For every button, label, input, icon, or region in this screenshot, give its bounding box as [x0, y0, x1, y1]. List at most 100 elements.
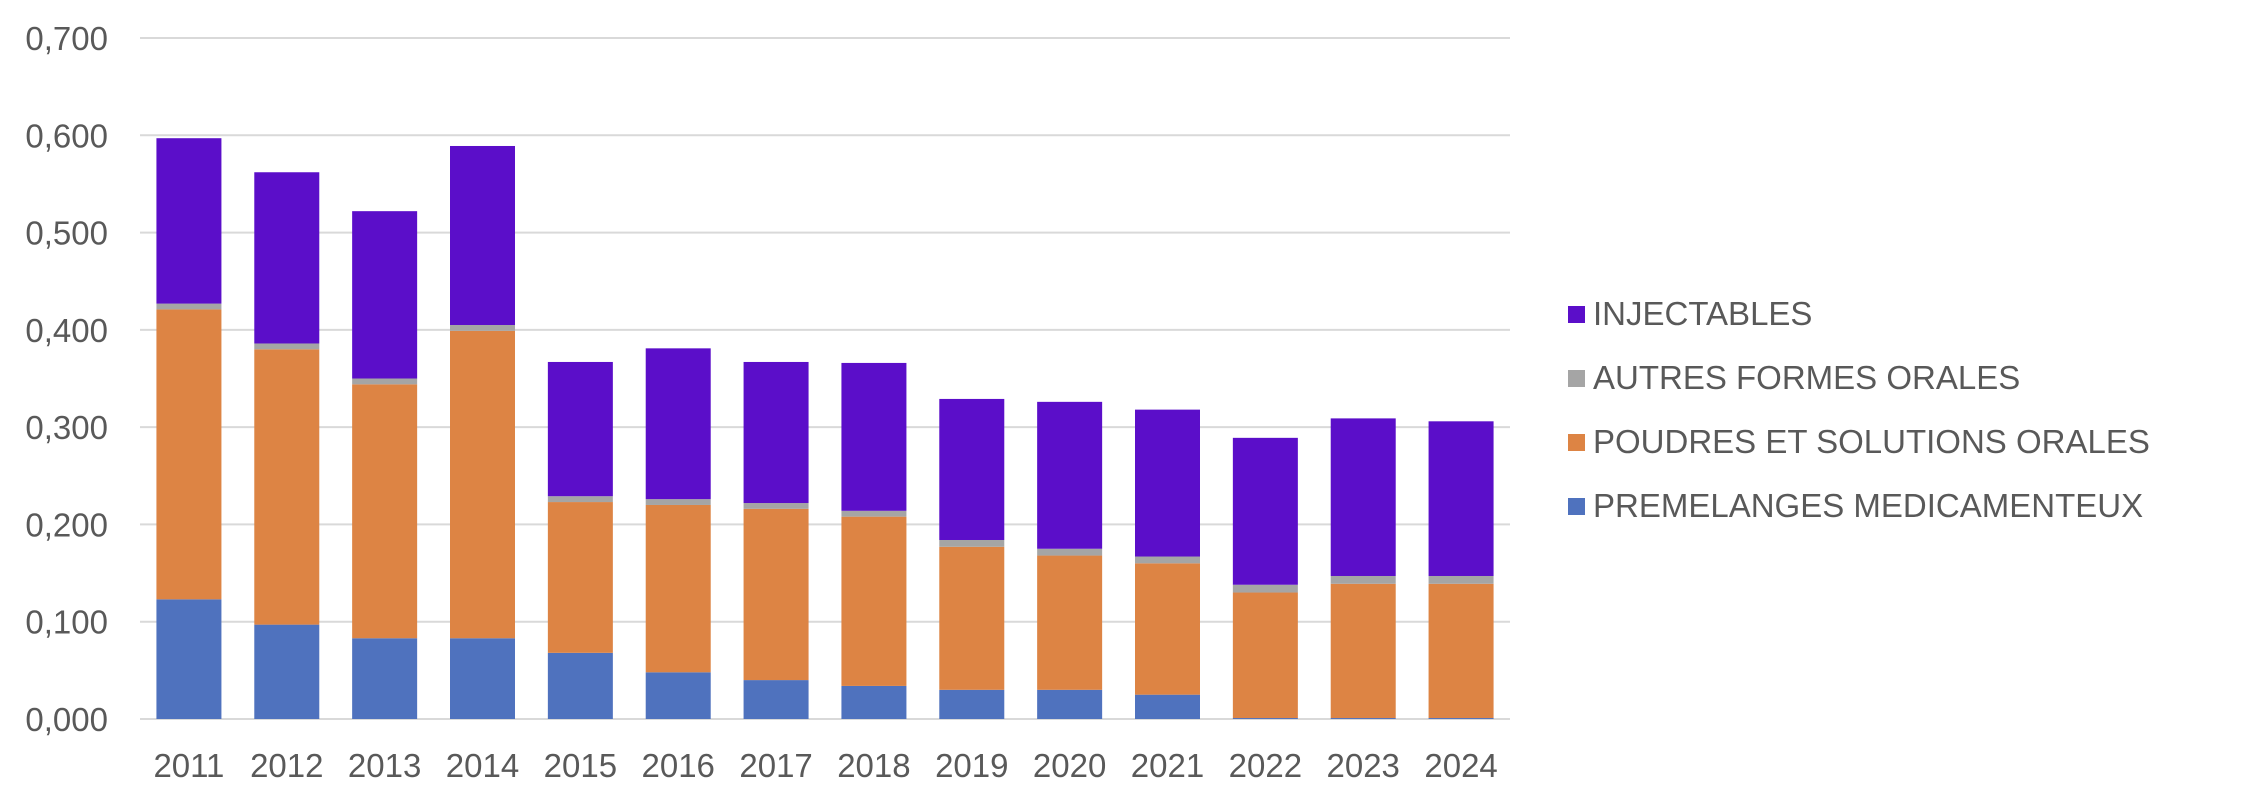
bar-stack-2023: [1330, 418, 1396, 719]
x-tick-label: 2019: [935, 747, 1008, 784]
x-tick-label: 2017: [739, 747, 812, 784]
legend-label: INJECTABLES: [1593, 295, 1813, 332]
bar-segment-injectables-2018: [841, 362, 907, 511]
bar-segment-autres-formes-orales-2024: [1428, 575, 1494, 584]
bar-segment-poudres-et-solutions-orales-2011: [156, 309, 222, 600]
bar-segment-injectables-2024: [1428, 421, 1494, 576]
legend-swatch: [1568, 369, 1585, 387]
bar-segment-autres-formes-orales-2012: [254, 343, 320, 350]
x-tick-label: 2024: [1424, 747, 1497, 784]
bar-segment-poudres-et-solutions-orales-2013: [352, 384, 418, 639]
legend: INJECTABLES AUTRES FORMES ORALES POUDRES E…: [1568, 282, 2150, 538]
bar-stack-2022: [1232, 437, 1298, 719]
bar-segment-autres-formes-orales-2021: [1135, 556, 1200, 564]
y-axis-ticks: 0,000 0,100 0,200 0,300 0,400 0,500 0,600 0,700: [25, 20, 108, 738]
bar-segment-injectables-2015: [547, 361, 613, 497]
bar-segment-autres-formes-orales-2016: [645, 499, 711, 505]
bar-segment-injectables-2016: [645, 348, 711, 500]
bar-segment-autres-formes-orales-2022: [1232, 584, 1298, 593]
bar-stack-2017: [743, 361, 809, 719]
bar-segment-autres-formes-orales-2017: [743, 503, 809, 509]
y-tick-label: 0,700: [25, 20, 108, 57]
bar-segment-poudres-et-solutions-orales-2018: [841, 516, 907, 686]
y-tick-label: 0,000: [25, 701, 108, 738]
bar-segment-poudres-et-solutions-orales-2015: [547, 502, 613, 653]
bar-segment-poudres-et-solutions-orales-2021: [1135, 563, 1200, 695]
bar-stack-2019: [939, 398, 1005, 719]
legend-label: AUTRES FORMES ORALES: [1593, 359, 2021, 396]
bar-segment-premelanges-medicamenteux-2016: [645, 672, 711, 719]
bar-segment-injectables-2012: [254, 172, 320, 344]
x-tick-label: 2015: [544, 747, 617, 784]
x-tick-label: 2016: [642, 747, 715, 784]
x-tick-label: 2013: [348, 747, 421, 784]
bar-stack-2015: [547, 361, 613, 719]
bar-segment-injectables-2020: [1037, 401, 1103, 549]
bar-segment-poudres-et-solutions-orales-2024: [1428, 583, 1494, 719]
bar-stack-2020: [1037, 401, 1103, 719]
x-axis-ticks: 2011 2012 2013 2014 2015 2016 2017 2018 2019 2020…: [153, 747, 1497, 784]
bar-segment-autres-formes-orales-2015: [547, 496, 613, 503]
bar-segment-injectables-2022: [1232, 437, 1298, 585]
bar-segment-premelanges-medicamenteux-2012: [254, 624, 320, 719]
bar-segment-injectables-2017: [743, 361, 809, 504]
bar-segment-injectables-2019: [939, 398, 1005, 540]
x-tick-label: 2011: [153, 747, 224, 784]
bar-segment-premelanges-medicamenteux-2011: [156, 599, 222, 719]
x-tick-label: 2018: [837, 747, 910, 784]
y-tick-label: 0,200: [25, 506, 108, 543]
bar-segment-autres-formes-orales-2013: [352, 378, 418, 385]
legend-label: PREMELANGES MEDICAMENTEUX: [1593, 487, 2144, 524]
bar-segment-poudres-et-solutions-orales-2019: [939, 546, 1005, 690]
bar-segment-poudres-et-solutions-orales-2017: [743, 508, 809, 681]
bar-segment-poudres-et-solutions-orales-2022: [1232, 592, 1298, 719]
bar-segment-premelanges-medicamenteux-2023: [1330, 718, 1396, 719]
bar-segment-premelanges-medicamenteux-2017: [743, 680, 809, 719]
bar-segment-poudres-et-solutions-orales-2020: [1037, 555, 1103, 690]
legend-swatch: [1568, 433, 1585, 451]
bar-segment-premelanges-medicamenteux-2024: [1428, 718, 1494, 719]
bar-segment-premelanges-medicamenteux-2020: [1037, 689, 1103, 719]
bars: [156, 138, 1494, 719]
legend-item: POUDRES ET SOLUTIONS ORALES: [1568, 410, 2150, 474]
bar-stack-2021: [1135, 409, 1200, 719]
bar-segment-injectables-2023: [1330, 418, 1396, 576]
legend-label: POUDRES ET SOLUTIONS ORALES: [1593, 423, 2150, 460]
bar-segment-premelanges-medicamenteux-2019: [939, 689, 1005, 719]
legend-swatch: [1568, 497, 1585, 515]
bar-segment-autres-formes-orales-2023: [1330, 575, 1396, 584]
bar-stack-2018: [841, 362, 907, 719]
legend-item: AUTRES FORMES ORALES: [1568, 346, 2150, 410]
bar-segment-injectables-2011: [156, 138, 222, 304]
legend-item: PREMELANGES MEDICAMENTEUX: [1568, 474, 2150, 538]
bar-stack-2013: [352, 211, 418, 719]
bar-segment-autres-formes-orales-2011: [156, 303, 222, 310]
legend-item: INJECTABLES: [1568, 282, 2150, 346]
bar-segment-autres-formes-orales-2019: [939, 539, 1005, 547]
bar-segment-poudres-et-solutions-orales-2023: [1330, 583, 1396, 719]
bar-segment-autres-formes-orales-2018: [841, 510, 907, 517]
bar-segment-injectables-2014: [450, 145, 515, 325]
y-tick-label: 0,300: [25, 409, 108, 446]
bar-stack-2016: [645, 348, 711, 719]
y-tick-label: 0,500: [25, 215, 108, 252]
bar-segment-poudres-et-solutions-orales-2014: [450, 330, 515, 639]
x-tick-label: 2023: [1327, 747, 1400, 784]
bar-segment-premelanges-medicamenteux-2015: [547, 652, 613, 719]
bar-segment-injectables-2021: [1135, 409, 1200, 557]
x-tick-label: 2020: [1033, 747, 1106, 784]
bar-segment-autres-formes-orales-2020: [1037, 548, 1103, 556]
bar-stack-2024: [1428, 421, 1494, 719]
y-tick-label: 0,400: [25, 312, 108, 349]
gridlines: [140, 37, 1510, 720]
bar-segment-injectables-2013: [352, 211, 418, 379]
y-tick-label: 0,100: [25, 604, 108, 641]
bar-segment-premelanges-medicamenteux-2022: [1232, 718, 1298, 719]
bar-segment-premelanges-medicamenteux-2021: [1135, 694, 1200, 719]
bar-segment-premelanges-medicamenteux-2013: [352, 638, 418, 719]
y-tick-label: 0,600: [25, 117, 108, 154]
bar-segment-premelanges-medicamenteux-2014: [450, 638, 515, 719]
bar-segment-poudres-et-solutions-orales-2012: [254, 349, 320, 625]
bar-stack-2011: [156, 138, 222, 719]
